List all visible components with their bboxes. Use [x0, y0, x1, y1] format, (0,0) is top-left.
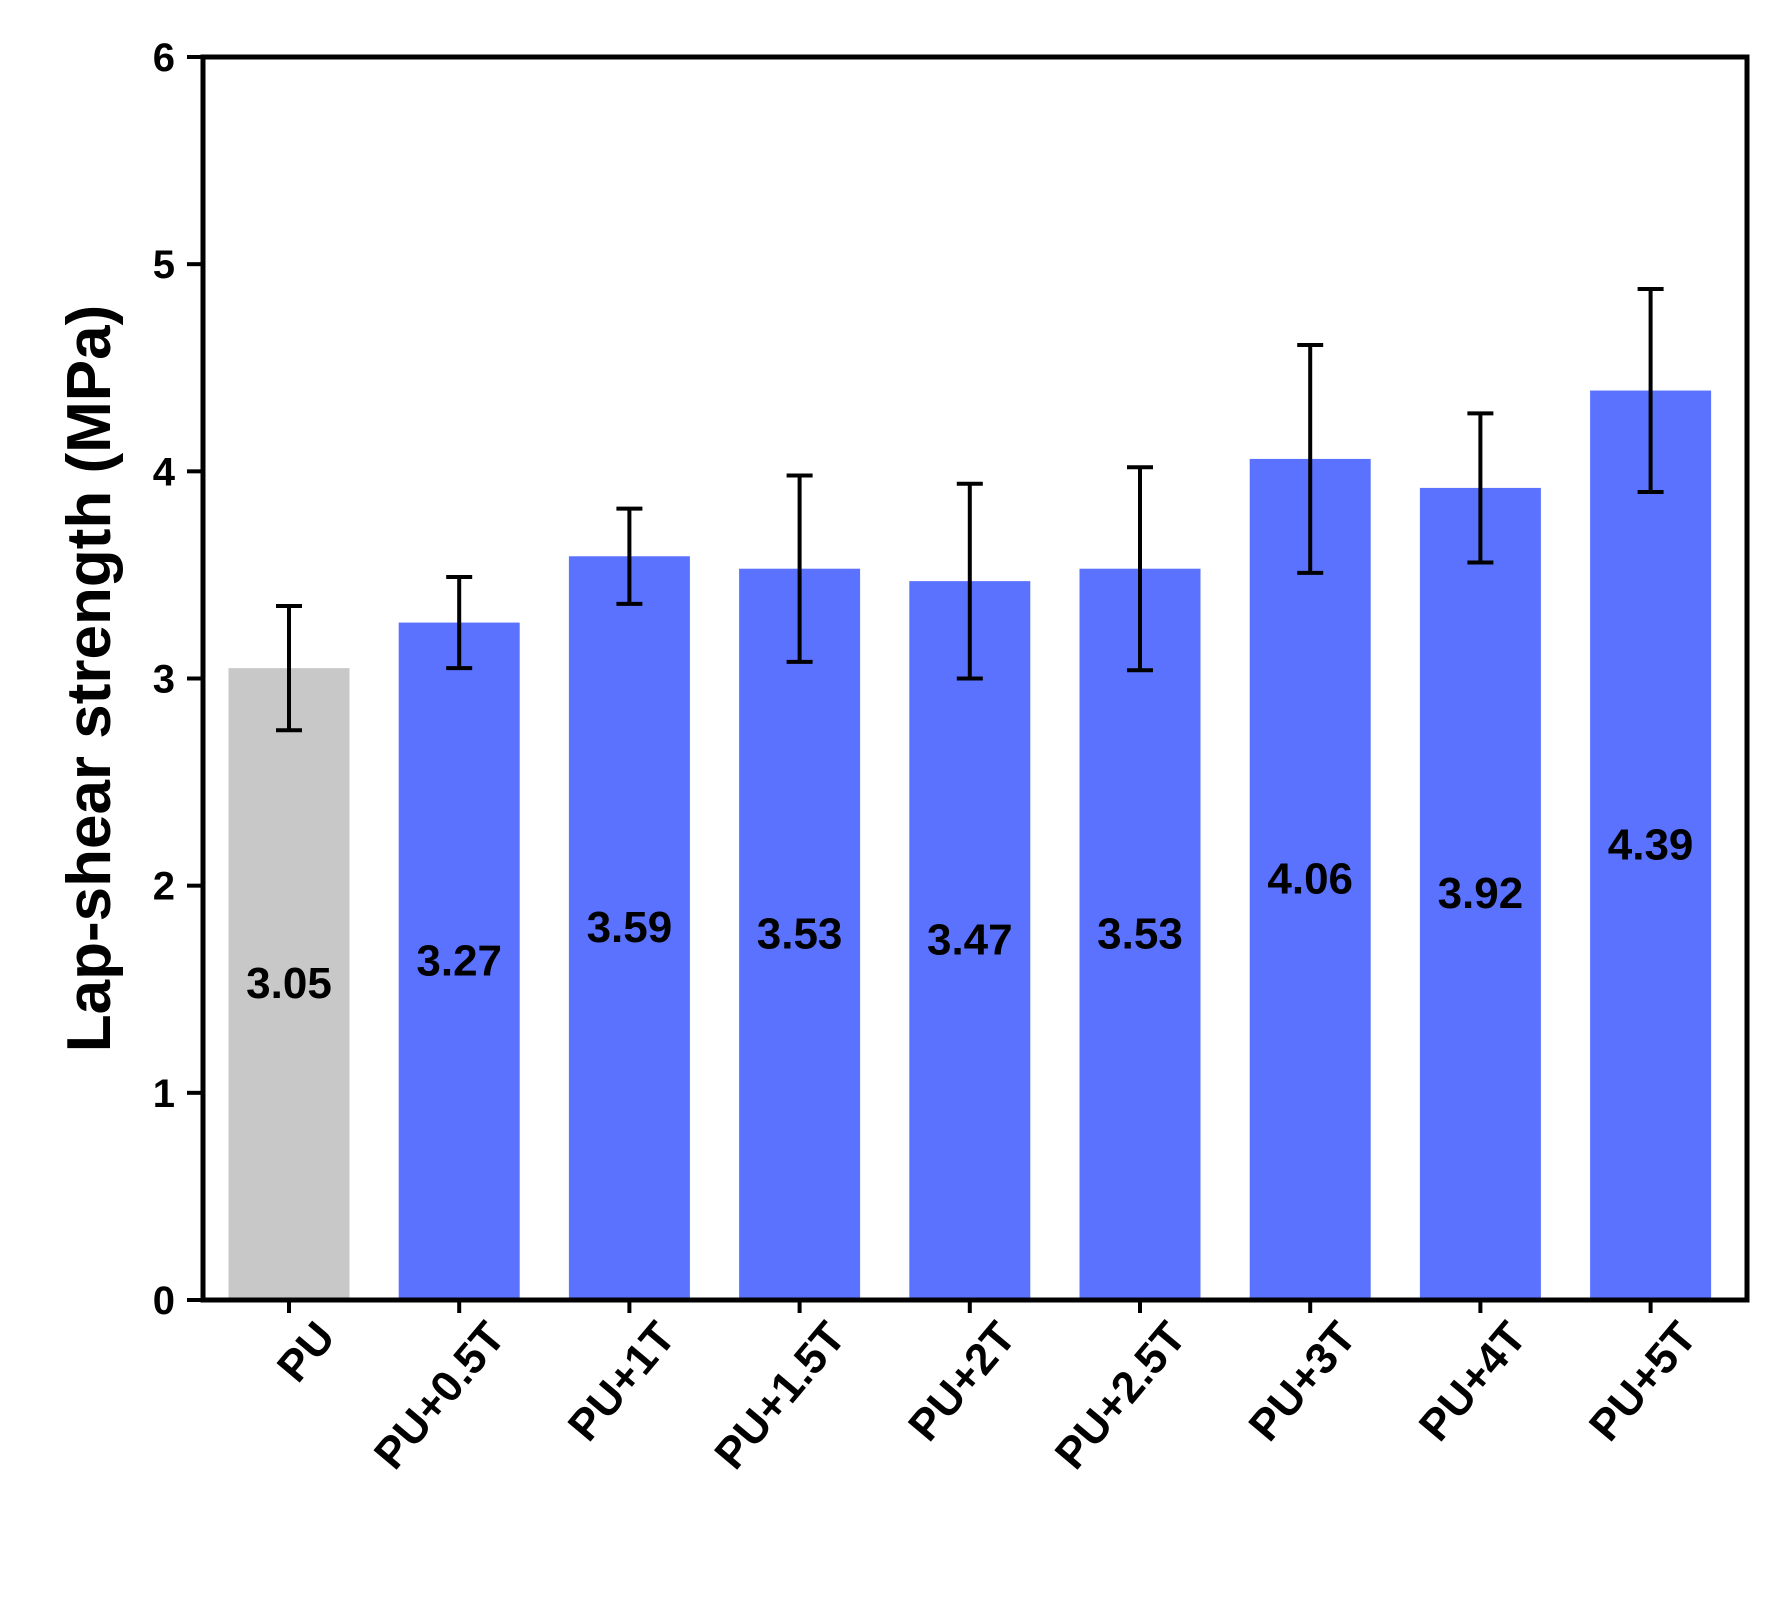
data-label: 3.05: [246, 959, 332, 1008]
y-tick-label: 1: [153, 1072, 175, 1116]
bars-layer: [228, 390, 1712, 1300]
x-tick-label: PU: [268, 1313, 345, 1391]
x-tick-label: PU+2.5T: [1046, 1313, 1196, 1479]
bar: [739, 568, 861, 1300]
y-tick-label: 2: [153, 865, 175, 909]
y-tick-label: 6: [153, 36, 175, 80]
x-tick-label: PU+1.5T: [705, 1313, 855, 1479]
bar: [568, 556, 690, 1300]
data-label: 4.39: [1608, 820, 1694, 869]
x-tick-label: PU+2T: [899, 1313, 1025, 1450]
y-axis-label: Lap-shear strength (MPa): [55, 305, 124, 1053]
data-label: 3.59: [587, 903, 673, 952]
data-label: 3.27: [416, 936, 502, 985]
bar: [909, 581, 1031, 1300]
data-label: 4.06: [1267, 854, 1353, 903]
y-tick-label: 5: [153, 243, 175, 287]
y-tick-label: 0: [153, 1279, 175, 1323]
bar: [1249, 458, 1371, 1300]
x-tick-label: PU+4T: [1410, 1313, 1536, 1450]
data-label: 3.53: [757, 909, 843, 958]
bar: [1419, 487, 1541, 1300]
x-tick-label: PU+5T: [1580, 1313, 1706, 1450]
x-tick-label: PU+0.5T: [365, 1313, 515, 1479]
data-label: 3.92: [1438, 869, 1524, 918]
bar: [1079, 568, 1201, 1300]
bar: [1590, 390, 1712, 1300]
data-label: 3.47: [927, 916, 1013, 965]
x-axis-ticks: PU PU+0.5T PU+1T PU+1.5T PU+2T PU+2.5T PU+3T PU…: [268, 1300, 1706, 1479]
error-bars-layer: [276, 287, 1664, 733]
data-label: 3.53: [1097, 909, 1183, 958]
y-tick-label: 4: [153, 450, 176, 494]
x-tick-label: PU+1T: [559, 1313, 685, 1450]
x-tick-label: PU+3T: [1240, 1313, 1366, 1450]
y-tick-label: 3: [153, 658, 175, 702]
value-labels-layer: 3.05 3.27 3.59 3.53 3.47 3.53 4.06 3.92 4.39: [246, 820, 1693, 1008]
y-axis-ticks: 0 1 2 3 4 5 6: [153, 36, 203, 1323]
bar: [398, 622, 520, 1300]
bar: [228, 668, 350, 1300]
